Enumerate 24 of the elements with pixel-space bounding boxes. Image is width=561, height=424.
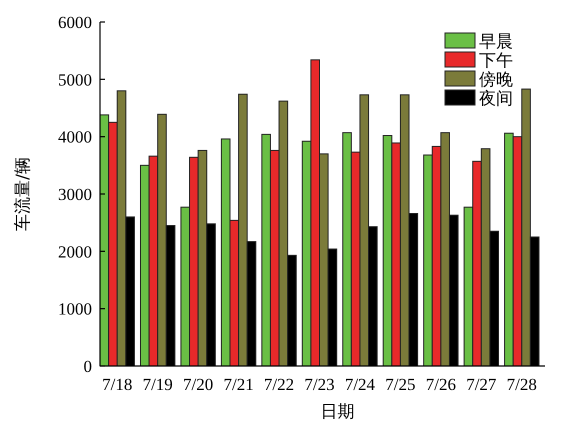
y-tick-label: 6000 bbox=[58, 13, 92, 32]
legend-label: 早晨 bbox=[479, 32, 513, 52]
y-tick-label: 3000 bbox=[58, 185, 92, 204]
x-tick-label: 7/23 bbox=[304, 375, 335, 394]
x-tick-label: 7/19 bbox=[142, 375, 173, 394]
x-tick-label: 7/28 bbox=[506, 375, 537, 394]
x-tick-label: 7/18 bbox=[102, 375, 132, 394]
x-tick-label: 7/26 bbox=[426, 375, 456, 394]
x-axis-title: 日期 bbox=[320, 402, 354, 422]
legend-label: 傍晚 bbox=[479, 70, 513, 90]
y-tick-label: 0 bbox=[84, 357, 92, 376]
legend-label: 下午 bbox=[479, 51, 513, 71]
y-tick-label: 4000 bbox=[58, 128, 92, 147]
x-tick-label: 7/20 bbox=[183, 375, 214, 394]
y-tick-label: 1000 bbox=[58, 300, 92, 319]
x-tick-label: 7/22 bbox=[264, 375, 294, 394]
x-tick-label: 7/21 bbox=[223, 375, 254, 394]
x-tick-label: 7/25 bbox=[385, 375, 416, 394]
x-tick-label: 7/24 bbox=[344, 375, 376, 394]
legend-label: 夜间 bbox=[479, 89, 513, 109]
y-tick-label: 5000 bbox=[58, 70, 92, 90]
y-tick-label: 2000 bbox=[58, 242, 92, 262]
y-axis-title: 车流量/辆 bbox=[13, 157, 33, 231]
x-tick-label: 7/27 bbox=[466, 375, 497, 394]
